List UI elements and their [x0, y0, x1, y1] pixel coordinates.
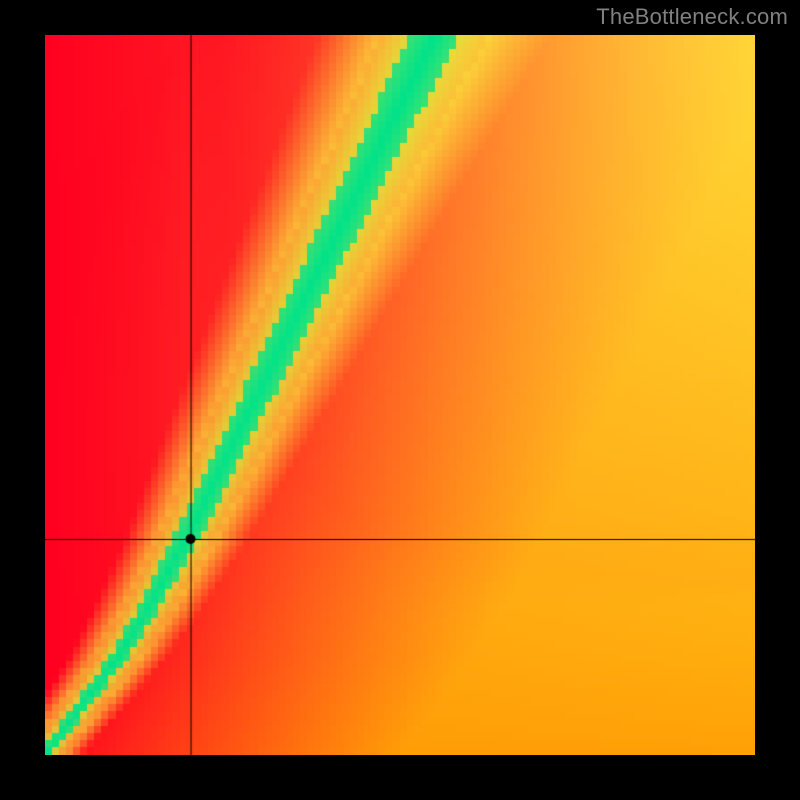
watermark-text: TheBottleneck.com	[596, 4, 788, 30]
chart-container: TheBottleneck.com	[0, 0, 800, 800]
heatmap-canvas	[45, 35, 755, 755]
